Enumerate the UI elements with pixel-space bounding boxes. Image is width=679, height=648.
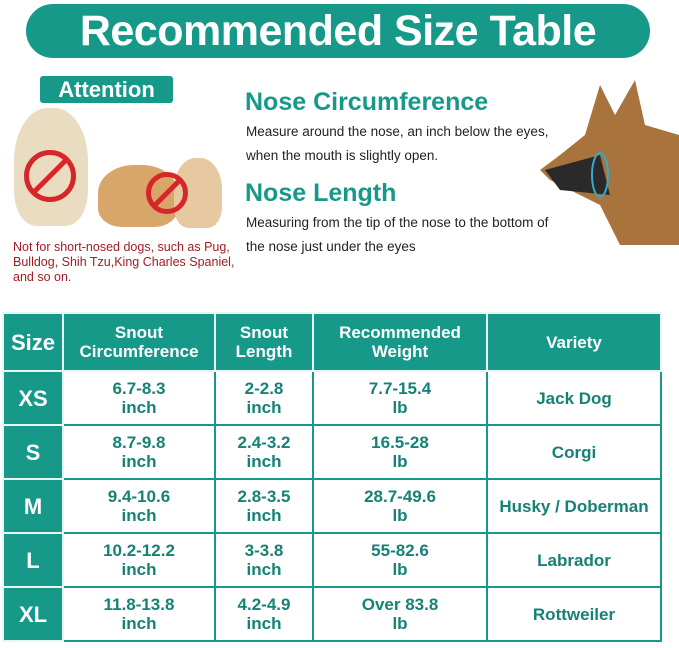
table-header-row: Size Snout Circumference Snout Length Reco… [2,312,662,372]
table-row: XL 11.8-13.8 inch 4.2-4.9 inch Over 83.8 lb… [2,586,662,642]
size-table: Size Snout Circumference Snout Length Reco… [2,312,662,642]
attention-badge: Attention [40,76,173,103]
prohibited-icon [146,172,188,214]
table-row: M 9.4-10.6 inch 2.8-3.5 inch 28.7-49.6 lb H… [2,478,662,534]
shepherd-dog-image [540,80,679,245]
weight-cell: 28.7-49.6 lb [312,478,488,534]
size-cell: L [2,532,64,588]
weight-cell: 7.7-15.4 lb [312,370,488,426]
circumference-cell: 9.4-10.6 inch [62,478,216,534]
circumference-cell: 10.2-12.2 inch [62,532,216,588]
length-cell: 2-2.8 inch [214,370,314,426]
size-cell: XS [2,370,64,426]
size-cell: XL [2,586,64,642]
weight-cell: 16.5-28 lb [312,424,488,480]
variety-cell: Rottweiler [486,586,662,642]
circumference-cell: 11.8-13.8 inch [62,586,216,642]
header-snout-length: Snout Length [214,312,314,372]
length-cell: 2.8-3.5 inch [214,478,314,534]
length-cell: 3-3.8 inch [214,532,314,588]
variety-cell: Labrador [486,532,662,588]
warning-text: Not for short-nosed dogs, such as Pug, B… [13,240,235,284]
table-row: XS 6.7-8.3 inch 2-2.8 inch 7.7-15.4 lb Jack… [2,370,662,426]
size-cell: S [2,424,64,480]
page-title: Recommended Size Table [26,4,650,58]
circumference-cell: 6.7-8.3 inch [62,370,216,426]
circumference-cell: 8.7-9.8 inch [62,424,216,480]
header-snout-circumference: Snout Circumference [62,312,216,372]
header-size: Size [2,312,64,372]
prohibited-icon [24,150,76,202]
variety-cell: Husky / Doberman [486,478,662,534]
size-cell: M [2,478,64,534]
nose-length-heading: Nose Length [245,179,397,207]
variety-cell: Jack Dog [486,370,662,426]
nose-circumference-heading: Nose Circumference [245,88,489,116]
weight-cell: Over 83.8 lb [312,586,488,642]
header-variety: Variety [486,312,662,372]
table-row: L 10.2-12.2 inch 3-3.8 inch 55-82.6 lb Labr… [2,532,662,588]
table-row: S 8.7-9.8 inch 2.4-3.2 inch 16.5-28 lb Corg… [2,424,662,480]
nose-circumference-text: Measure around the nose, an inch below t… [246,124,549,163]
nose-length-text: Measuring from the tip of the nose to th… [246,215,549,254]
length-cell: 4.2-4.9 inch [214,586,314,642]
header-recommended-weight: Recommended Weight [312,312,488,372]
length-cell: 2.4-3.2 inch [214,424,314,480]
weight-cell: 55-82.6 lb [312,532,488,588]
variety-cell: Corgi [486,424,662,480]
